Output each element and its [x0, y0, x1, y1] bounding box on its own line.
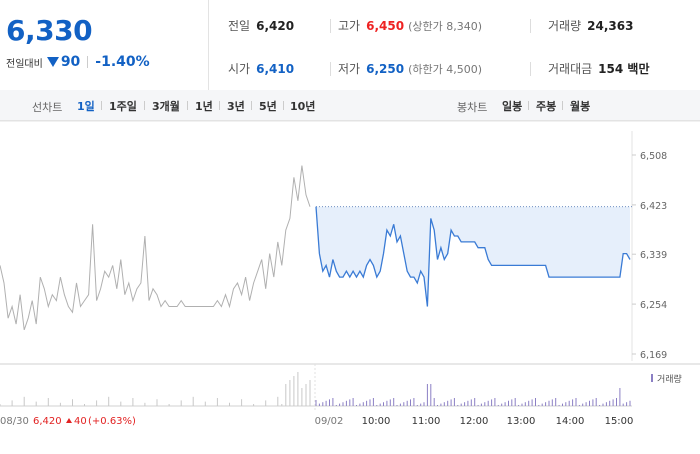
y-tick-label: 6,254 — [640, 300, 667, 311]
stat-value: 6,420 — [256, 18, 295, 33]
quote-header: 6,330 전일대비 90 -1.40% 전일 6,420 고가 6,450 (… — [0, 0, 700, 91]
x-tick-label: 11:00 — [412, 416, 441, 427]
divider — [283, 101, 284, 110]
stat-low: 저가 6,250 (하한가 4,500) — [338, 60, 482, 77]
lower-limit: (하한가 4,500) — [408, 62, 482, 76]
divider — [87, 56, 89, 68]
divider — [330, 62, 331, 76]
stat-prev-close: 전일 6,420 — [228, 17, 294, 34]
stat-label: 거래량 — [548, 19, 582, 33]
previous-day-line — [0, 165, 311, 331]
change-row: 전일대비 90 -1.40% — [6, 54, 150, 70]
x-tick-label: 14:00 — [556, 416, 585, 427]
chart-area: 6,508 6,423 6,339 6,254 6,169 거래량 08/30 6,42… — [0, 120, 700, 450]
upper-limit: (상한가 8,340) — [408, 19, 482, 33]
volume-legend-swatch — [651, 374, 653, 382]
stat-open: 시가 6,410 — [228, 60, 294, 77]
candle-chart-title: 봉차트 — [457, 101, 488, 114]
stat-value: 6,410 — [256, 61, 295, 76]
current-price: 6,330 — [6, 14, 93, 47]
stat-high: 고가 6,450 (상한가 8,340) — [338, 17, 482, 34]
divider — [330, 19, 331, 33]
stat-value: 154 백만 — [598, 62, 650, 76]
today-series — [315, 206, 631, 307]
chart-tabs: 선차트 1일 1주일 3개월 1년 3년 5년 10년 봉차트 일봉 주봉 월봉 — [0, 90, 700, 121]
x-tick-label: 10:00 — [362, 416, 391, 427]
area-fill — [316, 206, 630, 307]
stat-value: 6,250 — [366, 61, 405, 76]
tab-5y[interactable]: 5년 — [259, 100, 277, 113]
x-tick-label: 09/02 — [315, 416, 344, 427]
divider — [187, 101, 188, 110]
price-box: 6,330 전일대비 90 -1.40% — [0, 0, 209, 90]
area-fill-group — [316, 206, 630, 307]
divider — [251, 101, 252, 110]
volume-legend-label: 거래량 — [657, 373, 682, 385]
stat-value: 24,363 — [587, 18, 634, 33]
y-tick-label: 6,339 — [640, 250, 667, 261]
y-tick-labels: 6,508 6,423 6,339 6,254 6,169 — [632, 151, 667, 361]
divider — [219, 101, 220, 110]
stat-label: 저가 — [338, 62, 361, 76]
divider — [528, 101, 529, 110]
tab-1w[interactable]: 1주일 — [109, 100, 137, 113]
stat-volume: 거래량 24,363 — [548, 17, 633, 34]
stat-label: 전일 — [228, 19, 251, 33]
footer-close: 6,420 — [33, 416, 62, 427]
change-label: 전일대비 — [6, 58, 43, 70]
footer-change-pct: (+0.63%) — [88, 416, 136, 427]
x-tick-label: 13:00 — [507, 416, 536, 427]
price-line — [315, 206, 631, 307]
down-arrow-icon — [46, 57, 59, 67]
stat-label: 고가 — [338, 19, 361, 33]
volume-bars — [0, 372, 631, 406]
footer-change: 40 — [74, 416, 87, 427]
previous-day-series — [0, 165, 311, 331]
stat-value: 6,450 — [366, 18, 405, 33]
x-tick-label: 15:00 — [605, 416, 634, 427]
tab-1y[interactable]: 1년 — [195, 100, 213, 113]
change-amount: 90 — [60, 54, 81, 70]
tab-daily[interactable]: 일봉 — [502, 100, 523, 113]
stats-grid: 전일 6,420 고가 6,450 (상한가 8,340) 거래량 24,363… — [208, 0, 700, 90]
price-chart[interactable]: 6,508 6,423 6,339 6,254 6,169 거래량 08/30 6,42… — [0, 120, 700, 450]
x-tick-label: 12:00 — [460, 416, 489, 427]
change-percent: -1.40% — [95, 54, 150, 70]
stat-trade-value: 거래대금 154 백만 — [548, 60, 649, 77]
divider — [530, 19, 531, 33]
divider — [530, 62, 531, 76]
tab-monthly[interactable]: 월봉 — [570, 100, 591, 113]
tab-10y[interactable]: 10년 — [290, 100, 316, 113]
tab-3y[interactable]: 3년 — [227, 100, 245, 113]
divider — [101, 101, 102, 110]
divider — [144, 101, 145, 110]
y-tick-label: 6,169 — [640, 350, 667, 361]
tab-3m[interactable]: 3개월 — [152, 100, 180, 113]
y-tick-label: 6,423 — [640, 201, 667, 212]
tab-1d[interactable]: 1일 — [77, 100, 95, 113]
stat-label: 시가 — [228, 62, 251, 76]
line-chart-title: 선차트 — [32, 101, 63, 114]
tab-weekly[interactable]: 주봉 — [536, 100, 557, 113]
y-tick-label: 6,508 — [640, 151, 667, 162]
x-tick-labels: 09/02 10:00 11:00 12:00 13:00 14:00 15:00 — [315, 416, 634, 427]
footer-date: 08/30 — [0, 416, 29, 427]
divider — [562, 101, 563, 110]
stat-label: 거래대금 — [548, 62, 593, 76]
up-arrow-icon — [66, 418, 72, 423]
